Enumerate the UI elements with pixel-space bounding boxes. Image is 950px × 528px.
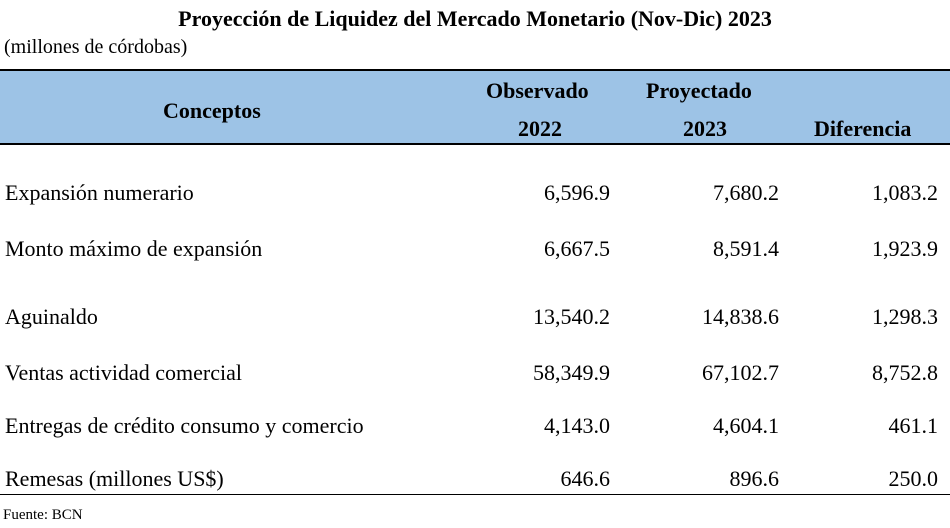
header-projected-year: 2023 (683, 116, 727, 141)
source-note: Fuente: BCN (3, 507, 83, 523)
row-projected: 8,591.4 (713, 236, 779, 261)
row-projected: 4,604.1 (713, 413, 779, 438)
row-concept: Entregas de crédito consumo y comercio (5, 413, 364, 438)
table-bottom-rule (0, 494, 950, 495)
row-difference: 250.0 (888, 466, 939, 491)
row-observed: 13,540.2 (533, 304, 610, 329)
row-concept: Aguinaldo (5, 304, 98, 329)
row-difference: 1,083.2 (872, 180, 938, 205)
table-row: Expansión numerario 6,596.9 7,680.2 1,08… (0, 180, 950, 210)
table-row: Entregas de crédito consumo y comercio 4… (0, 413, 950, 443)
row-observed: 4,143.0 (544, 413, 610, 438)
row-concept: Expansión numerario (5, 180, 194, 205)
row-observed: 646.6 (560, 466, 611, 491)
row-observed: 6,596.9 (544, 180, 610, 205)
table-row: Aguinaldo 13,540.2 14,838.6 1,298.3 (0, 304, 950, 334)
table-header: Conceptos Observado 2022 Proyectado 2023… (0, 69, 950, 145)
row-difference: 1,298.3 (872, 304, 938, 329)
row-difference: 8,752.8 (872, 360, 938, 385)
row-observed: 6,667.5 (544, 236, 610, 261)
units-note: (millones de córdobas) (4, 36, 188, 58)
row-concept: Monto máximo de expansión (5, 236, 263, 261)
header-projected: Proyectado (646, 78, 752, 103)
row-concept: Ventas actividad comercial (5, 360, 243, 385)
header-observed: Observado (486, 78, 589, 103)
row-observed: 58,349.9 (533, 360, 610, 385)
table-row: Remesas (millones US$) 646.6 896.6 250.0 (0, 466, 950, 496)
row-concept: Remesas (millones US$) (5, 466, 224, 491)
row-projected: 14,838.6 (702, 304, 779, 329)
row-projected: 7,680.2 (713, 180, 779, 205)
header-concepts: Conceptos (163, 98, 261, 123)
row-projected: 896.6 (729, 466, 780, 491)
header-difference: Diferencia (814, 116, 912, 141)
page-title: Proyección de Liquidez del Mercado Monet… (178, 6, 772, 31)
header-observed-year: 2022 (518, 116, 562, 141)
row-difference: 1,923.9 (872, 236, 938, 261)
table-row: Ventas actividad comercial 58,349.9 67,1… (0, 360, 950, 390)
table-row: Monto máximo de expansión 6,667.5 8,591.… (0, 236, 950, 266)
row-projected: 67,102.7 (702, 360, 779, 385)
row-difference: 461.1 (888, 413, 939, 438)
